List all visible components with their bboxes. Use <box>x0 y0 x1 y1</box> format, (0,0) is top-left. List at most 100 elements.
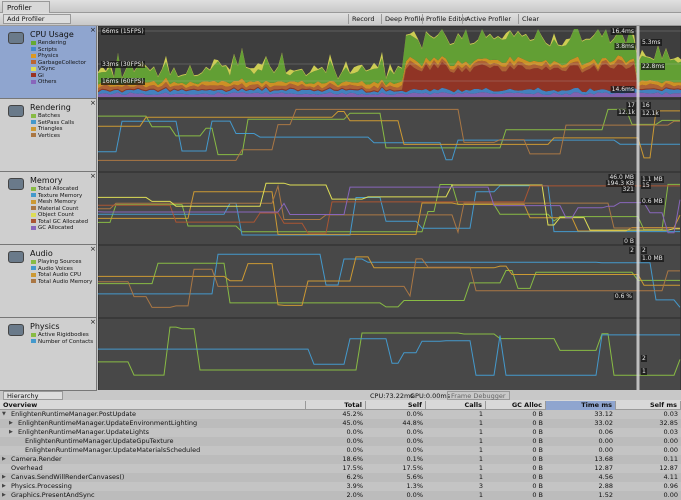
table-row[interactable] <box>0 464 681 473</box>
expand-arrow[interactable]: ▶ <box>2 483 6 489</box>
legend-swatch <box>31 225 36 230</box>
legend-item: Object Count <box>31 212 74 219</box>
graph-label: 2 <box>641 247 647 254</box>
table-row[interactable] <box>0 491 681 500</box>
legend-label: Scripts <box>38 46 57 53</box>
column-header[interactable]: Overview <box>0 401 306 410</box>
expand-arrow[interactable]: ▼ <box>2 411 6 417</box>
module-line <box>98 262 680 308</box>
table-row[interactable] <box>0 437 681 446</box>
column-header[interactable]: Time ms <box>546 401 616 410</box>
table-row[interactable] <box>0 455 681 464</box>
table-cell: 0.00 <box>598 446 613 454</box>
table-cell: 1 <box>478 491 483 499</box>
legend-item: Total GC Allocated <box>31 219 88 226</box>
cpu-area <box>98 29 681 86</box>
legend-swatch <box>31 332 36 337</box>
column-header[interactable]: Self ms <box>616 401 681 410</box>
table-row[interactable] <box>0 410 681 419</box>
table-row[interactable] <box>0 473 681 482</box>
module-icon <box>8 178 24 190</box>
legend-swatch <box>31 193 36 197</box>
view-dropdown[interactable]: Hierarchy <box>3 391 63 400</box>
graph-label: 12.1k <box>617 109 636 116</box>
column-header[interactable]: Total <box>306 401 366 410</box>
cpu-time: CPU:73.22ms <box>370 392 414 400</box>
close-button[interactable]: × <box>90 318 96 326</box>
legend-swatch <box>31 113 36 118</box>
table-cell: 0 B <box>532 428 543 436</box>
table-cell: EnlightenRuntimeManager.PostUpdate <box>11 410 137 418</box>
expand-arrow[interactable]: ▶ <box>9 420 13 426</box>
legend-swatch <box>31 212 36 217</box>
legend-item: Rendering <box>31 40 66 47</box>
table-cell: 0 B <box>532 464 543 472</box>
frame-debugger-button[interactable]: Frame Debugger <box>447 391 510 400</box>
legend-item: Texture Memory <box>31 193 82 200</box>
expand-arrow[interactable]: ▶ <box>2 474 6 480</box>
legend-swatch <box>31 60 36 64</box>
expand-arrow[interactable]: ▶ <box>9 429 13 435</box>
expand-arrow[interactable]: ▶ <box>2 456 6 462</box>
table-cell: EnlightenRuntimeManager.UpdateGpuTexture <box>25 437 174 445</box>
table-cell: 0.0% <box>406 410 423 418</box>
table-row[interactable] <box>0 419 681 428</box>
graph-label: 33ms (30FPS) <box>101 61 145 68</box>
module-line <box>98 184 680 235</box>
close-button[interactable]: × <box>90 172 96 180</box>
legend-swatch <box>31 266 36 270</box>
close-button[interactable]: × <box>90 245 96 253</box>
legend-item: Vertices <box>31 133 60 140</box>
cpu-area <box>98 62 681 93</box>
table-cell: 0.00 <box>598 437 613 445</box>
table-cell: 0.00 <box>663 437 678 445</box>
table-cell: 0.11 <box>663 455 678 463</box>
toolbar-button[interactable]: Deep Profile <box>381 14 427 24</box>
table-cell: 0.0% <box>406 446 423 454</box>
close-button[interactable]: × <box>90 26 96 34</box>
toolbar-button[interactable]: Record <box>348 14 377 24</box>
module-icon <box>8 105 24 117</box>
cpu-area <box>98 55 681 89</box>
graph-label: 194.3 KB <box>605 180 635 187</box>
graph-label: 66ms (15FPS) <box>101 28 145 35</box>
table-cell: 0 B <box>532 437 543 445</box>
column-header[interactable]: GC Alloc <box>486 401 546 410</box>
table-cell: Camera.Render <box>11 455 62 463</box>
module-title: Audio <box>30 249 53 258</box>
cpu-area <box>98 58 681 92</box>
legend-label: Triangles <box>38 126 63 132</box>
table-cell: 0.96 <box>663 482 678 490</box>
legend-label: Playing Sources <box>38 259 82 265</box>
graph-label: 14.6ms <box>610 86 635 93</box>
tab-bar <box>0 0 681 13</box>
toolbar-button[interactable]: Clear <box>518 14 542 24</box>
table-row[interactable] <box>0 446 681 455</box>
graph-label: 1.0 MB <box>641 255 664 262</box>
toolbar-button[interactable]: Profile Editor <box>422 14 471 24</box>
graph-label: 5.3ms <box>641 39 662 46</box>
legend-swatch <box>31 53 36 58</box>
add-profiler-dropdown[interactable]: Add Profiler <box>3 14 71 24</box>
table-cell: 18.6% <box>342 455 363 463</box>
table-row[interactable] <box>0 482 681 491</box>
close-button[interactable]: × <box>90 99 96 107</box>
graph-label: 2 <box>629 247 635 254</box>
expand-arrow[interactable]: ▶ <box>2 492 6 498</box>
module-line <box>98 191 681 235</box>
table-cell: 1 <box>478 473 483 481</box>
module-icon <box>8 324 24 336</box>
window-tab[interactable]: Profiler <box>2 1 50 13</box>
table-row[interactable] <box>0 428 681 437</box>
legend-label: Material Count <box>38 205 79 212</box>
legend-item: Batches <box>31 113 60 120</box>
toolbar-button[interactable]: Active Profiler <box>462 14 514 24</box>
graph-area <box>98 26 681 391</box>
column-header[interactable]: Self <box>366 401 426 410</box>
column-header[interactable]: Calls <box>426 401 486 410</box>
legend-label: Total Audio CPU <box>38 272 82 278</box>
legend-item: GC Allocated <box>31 225 73 232</box>
table-cell: 13.68 <box>594 455 613 463</box>
table-cell: 0.1% <box>406 455 423 463</box>
